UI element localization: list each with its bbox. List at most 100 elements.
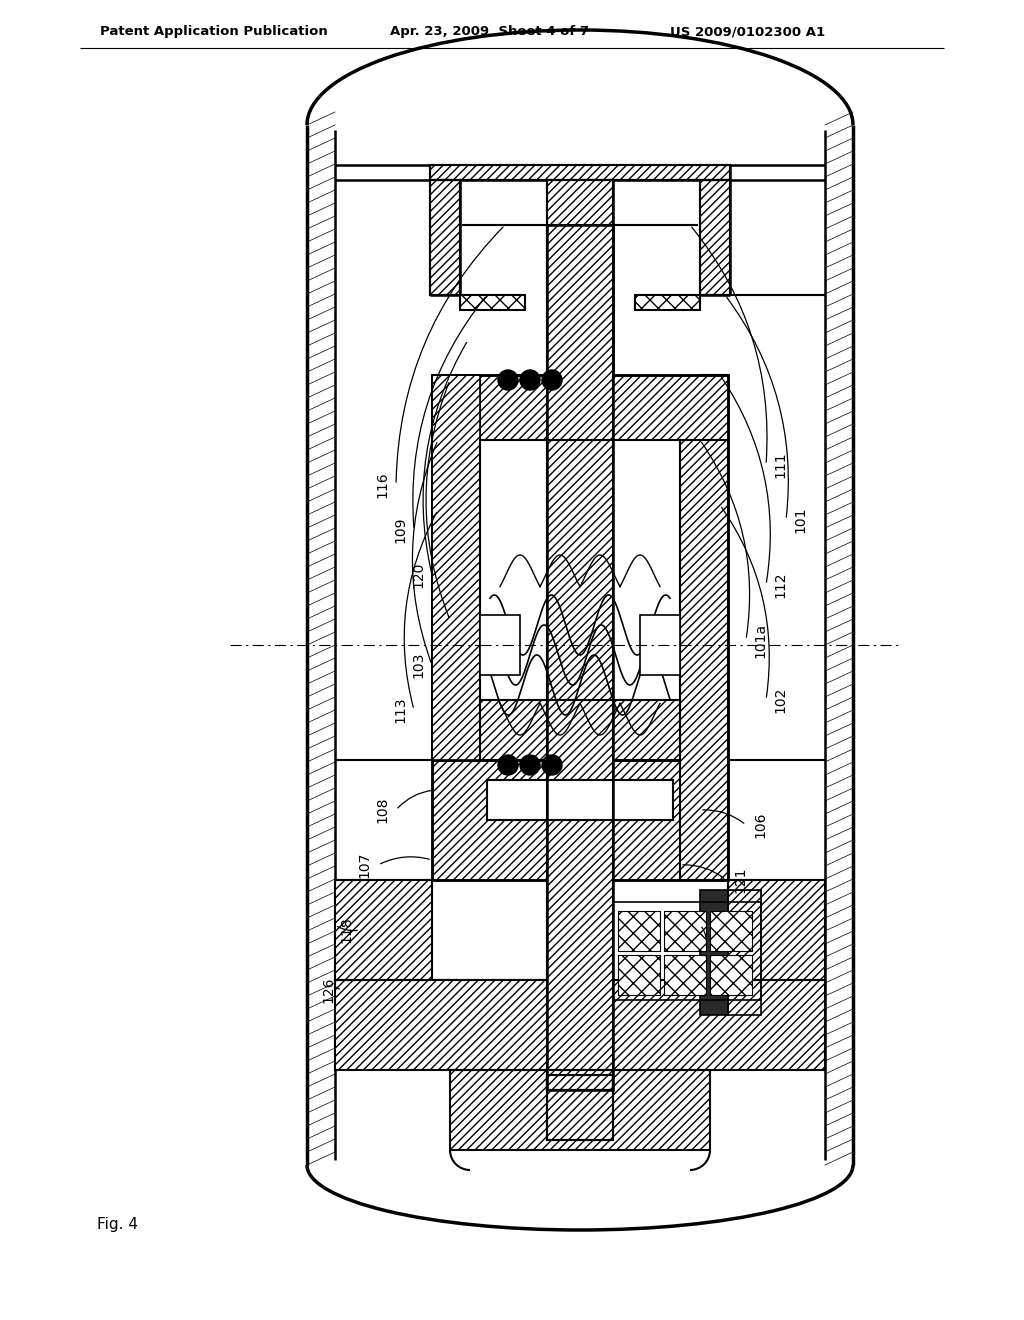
Bar: [710, 954, 752, 995]
Text: Fig. 4: Fig. 4: [97, 1217, 138, 1233]
Bar: [480, 440, 680, 700]
Bar: [547, 1074, 613, 1140]
Text: 105: 105: [713, 927, 727, 953]
Bar: [680, 440, 728, 880]
Bar: [728, 880, 825, 979]
Bar: [728, 880, 825, 979]
Bar: [432, 760, 728, 880]
Bar: [635, 294, 700, 310]
Text: 102: 102: [773, 686, 787, 713]
Bar: [700, 180, 730, 294]
Bar: [480, 615, 520, 675]
Text: 121: 121: [733, 867, 746, 894]
Bar: [664, 911, 706, 950]
Bar: [547, 1071, 613, 1090]
Bar: [432, 375, 728, 760]
Text: 104: 104: [429, 607, 443, 634]
Bar: [613, 902, 761, 1001]
Bar: [450, 1071, 710, 1150]
Bar: [560, 890, 613, 1015]
Bar: [432, 375, 480, 760]
Text: 126: 126: [321, 977, 335, 1003]
Bar: [728, 880, 825, 979]
Bar: [618, 911, 660, 950]
Text: 106: 106: [753, 812, 767, 838]
Bar: [547, 224, 613, 1090]
Circle shape: [498, 755, 518, 775]
Circle shape: [542, 755, 562, 775]
Bar: [432, 375, 480, 760]
Text: 103: 103: [411, 652, 425, 678]
Bar: [487, 780, 673, 820]
Text: 101: 101: [793, 507, 807, 533]
Bar: [547, 180, 613, 294]
Bar: [710, 911, 752, 950]
Bar: [728, 890, 761, 1015]
Bar: [635, 294, 700, 310]
Bar: [664, 954, 706, 995]
Circle shape: [520, 755, 540, 775]
Bar: [547, 224, 613, 1090]
Bar: [728, 890, 761, 1015]
Bar: [460, 294, 525, 310]
Bar: [680, 440, 728, 880]
Bar: [335, 979, 825, 1071]
Text: 107: 107: [357, 851, 371, 878]
Bar: [450, 1071, 710, 1150]
Text: 113: 113: [393, 697, 407, 723]
Text: 120: 120: [411, 562, 425, 589]
Bar: [432, 760, 728, 880]
Bar: [335, 979, 825, 1071]
Bar: [664, 954, 706, 995]
Bar: [430, 180, 460, 294]
Bar: [430, 180, 460, 294]
Bar: [335, 880, 432, 979]
Bar: [560, 890, 613, 1015]
Text: Patent Application Publication: Patent Application Publication: [100, 25, 328, 38]
Bar: [547, 180, 613, 294]
Text: 118: 118: [339, 916, 353, 944]
Bar: [680, 440, 728, 880]
Text: US 2009/0102300 A1: US 2009/0102300 A1: [670, 25, 825, 38]
Circle shape: [498, 370, 518, 389]
Bar: [618, 954, 660, 995]
Bar: [450, 1071, 710, 1150]
Bar: [432, 375, 728, 760]
Bar: [618, 911, 660, 950]
Text: 101a: 101a: [753, 623, 767, 657]
Bar: [335, 979, 825, 1071]
Bar: [700, 180, 730, 294]
Bar: [635, 294, 700, 310]
Bar: [618, 954, 660, 995]
Bar: [547, 180, 613, 294]
Text: 108: 108: [375, 797, 389, 824]
Text: 112: 112: [773, 572, 787, 598]
Bar: [700, 180, 730, 294]
Bar: [547, 1071, 613, 1090]
Text: 111: 111: [773, 451, 787, 478]
Text: 116: 116: [375, 471, 389, 499]
Bar: [430, 165, 730, 180]
Bar: [547, 1074, 613, 1140]
Circle shape: [542, 370, 562, 389]
Bar: [432, 760, 728, 880]
Bar: [710, 911, 752, 950]
Bar: [700, 890, 728, 1015]
Bar: [480, 440, 680, 700]
Bar: [710, 954, 752, 995]
Text: Apr. 23, 2009  Sheet 4 of 7: Apr. 23, 2009 Sheet 4 of 7: [390, 25, 589, 38]
Bar: [560, 890, 613, 1015]
Circle shape: [520, 370, 540, 389]
Bar: [547, 1074, 613, 1140]
Bar: [430, 180, 460, 294]
Bar: [430, 165, 730, 180]
Bar: [640, 615, 680, 675]
Bar: [460, 294, 525, 310]
Bar: [432, 375, 728, 760]
Bar: [335, 880, 432, 979]
Bar: [547, 224, 613, 1090]
Bar: [547, 1071, 613, 1090]
Bar: [460, 294, 525, 310]
Bar: [335, 880, 432, 979]
Text: 109: 109: [393, 516, 407, 544]
